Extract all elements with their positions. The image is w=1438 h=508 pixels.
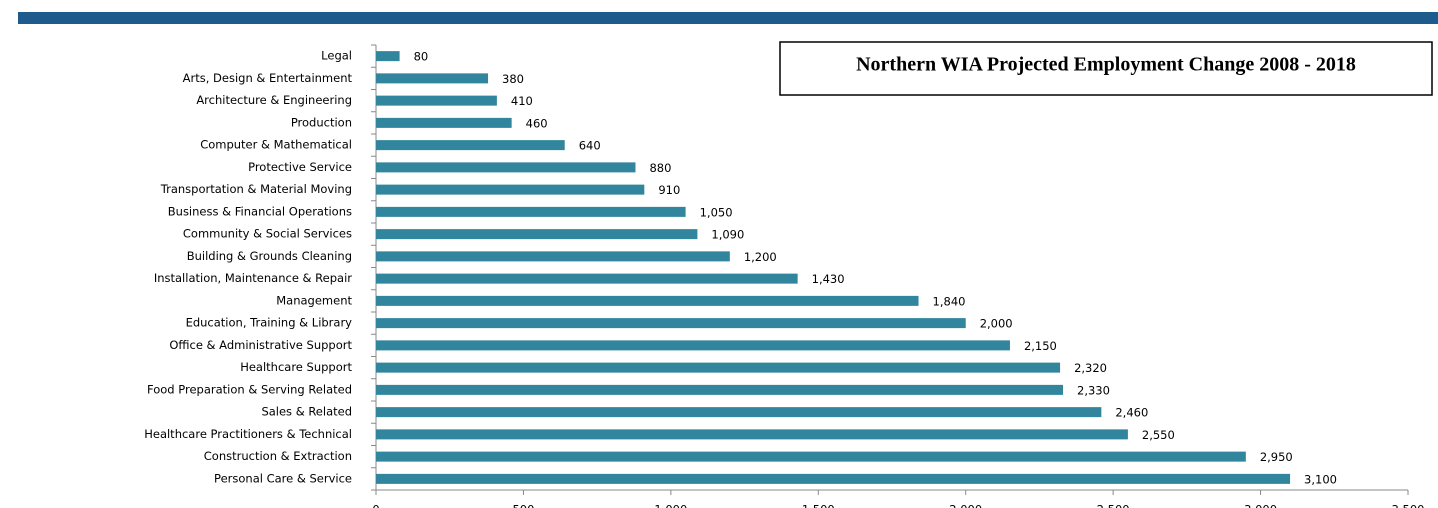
x-tick-label: 500 — [512, 503, 534, 508]
y-tick-label: Office & Administrative Support — [169, 338, 352, 352]
bar — [376, 295, 919, 306]
bar — [376, 407, 1102, 418]
y-tick-label: Sales & Related — [261, 405, 352, 419]
bar — [376, 184, 645, 195]
bar — [376, 95, 497, 106]
data-label: 2,550 — [1142, 428, 1175, 442]
x-tick-label: 1,500 — [802, 503, 835, 508]
y-tick-label: Healthcare Practitioners & Technical — [144, 427, 352, 441]
bar — [376, 362, 1061, 373]
header-band — [18, 12, 1438, 24]
y-tick-label: Architecture & Engineering — [196, 93, 352, 107]
data-label: 1,430 — [812, 272, 845, 286]
data-label: 80 — [414, 50, 429, 64]
data-label: 460 — [526, 116, 548, 130]
data-label: 910 — [658, 183, 680, 197]
title-box — [779, 41, 1433, 96]
bar — [376, 73, 489, 84]
x-tick-label: 2,500 — [1097, 503, 1130, 508]
bar — [376, 162, 636, 173]
bar — [376, 318, 966, 329]
data-label: 2,950 — [1260, 450, 1293, 464]
y-tick-label: Protective Service — [248, 160, 352, 174]
data-label: 3,100 — [1304, 472, 1337, 486]
y-tick-label: Building & Grounds Cleaning — [187, 249, 352, 263]
x-tick-label: 1,000 — [654, 503, 687, 508]
data-label: 1,200 — [744, 250, 777, 264]
chart-title: Northern WIA Projected Employment Change… — [856, 54, 1356, 76]
bar — [376, 251, 730, 262]
data-label: 880 — [649, 161, 671, 175]
y-tick-label: Education, Training & Library — [186, 316, 353, 330]
bar — [376, 140, 565, 151]
y-tick-label: Food Preparation & Serving Related — [147, 382, 352, 396]
y-tick-label: Production — [291, 115, 352, 129]
data-label: 2,330 — [1077, 383, 1110, 397]
x-tick-label: 3,000 — [1244, 503, 1277, 508]
bar — [376, 473, 1291, 484]
data-label: 1,050 — [700, 205, 733, 219]
bar — [376, 384, 1064, 395]
data-label: 1,840 — [933, 294, 966, 308]
x-tick-label: 0 — [372, 503, 379, 508]
data-label: 2,150 — [1024, 339, 1057, 353]
y-tick-label: Installation, Maintenance & Repair — [154, 271, 352, 285]
data-label: 2,000 — [980, 317, 1013, 331]
data-label: 380 — [502, 72, 524, 86]
data-label: 2,320 — [1074, 361, 1107, 375]
y-tick-label: Construction & Extraction — [204, 449, 352, 463]
y-tick-label: Computer & Mathematical — [200, 138, 352, 152]
y-tick-label: Community & Social Services — [183, 227, 352, 241]
data-label: 1,090 — [711, 228, 744, 242]
bar — [376, 117, 512, 128]
bar — [376, 451, 1246, 462]
y-tick-label: Personal Care & Service — [214, 471, 352, 485]
x-tick-label: 2,000 — [949, 503, 982, 508]
y-tick-label: Transportation & Material Moving — [160, 182, 352, 196]
y-tick-label: Healthcare Support — [240, 360, 352, 374]
x-tick-label: 3,500 — [1392, 503, 1425, 508]
y-tick-label: Business & Financial Operations — [168, 204, 352, 218]
data-label: 2,460 — [1115, 406, 1148, 420]
y-tick-label: Legal — [321, 49, 352, 63]
bar — [376, 229, 698, 240]
bar — [376, 429, 1128, 440]
bar — [376, 206, 686, 217]
y-tick-label: Management — [276, 293, 352, 307]
bar — [376, 340, 1010, 351]
data-label: 410 — [511, 94, 533, 108]
bar — [376, 273, 798, 284]
bar — [376, 51, 400, 62]
y-tick-label: Arts, Design & Entertainment — [183, 71, 353, 85]
data-label: 640 — [579, 139, 601, 153]
